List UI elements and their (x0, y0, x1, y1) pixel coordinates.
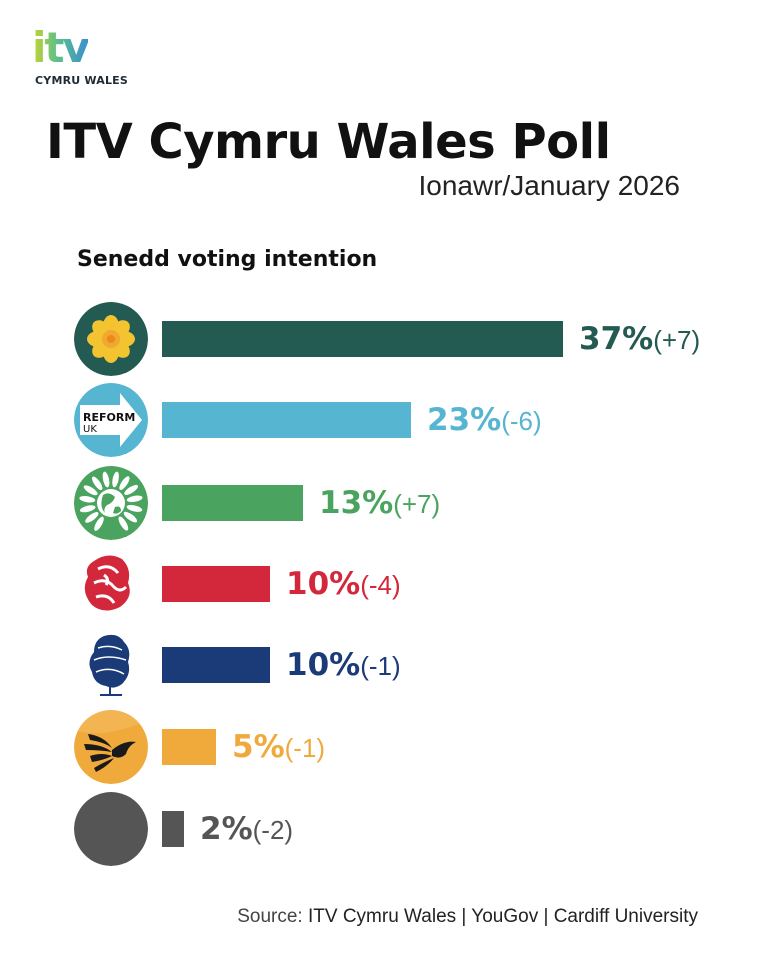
bar-value-label: 10%(-4) (286, 565, 401, 604)
bar-row-other: 2%(-2) (0, 792, 768, 868)
svg-text:REFORM: REFORM (83, 411, 135, 424)
bar-row-labour: 10%(-4) (0, 547, 768, 623)
logo-subtext: CYMRU WALES (35, 74, 129, 87)
percent-value: 10% (286, 566, 361, 602)
svg-text:UK: UK (83, 424, 97, 435)
itv-cymru-wales-logo: itv CYMRU WALES (32, 26, 142, 90)
percent-value: 13% (319, 485, 394, 521)
rose-icon (74, 547, 148, 621)
bar (162, 566, 270, 602)
bar-value-label: 2%(-2) (200, 810, 293, 849)
daffodil-icon (74, 302, 148, 376)
bird-icon (74, 710, 148, 784)
bar-value-label: 5%(-1) (232, 728, 325, 767)
bar-row-liberal-democrats: 5%(-1) (0, 710, 768, 786)
change-value: (-4) (360, 570, 401, 600)
bar-value-label: 37%(+7) (579, 320, 700, 359)
percent-value: 37% (579, 321, 654, 357)
change-value: (-1) (360, 651, 401, 681)
bar-row-reform-uk: REFORM UK 23%(-6) (0, 383, 768, 459)
bar-row-green: 13%(+7) (0, 466, 768, 542)
change-value: (-1) (284, 733, 326, 763)
bar-row-plaid-cymru: 37%(+7) (0, 302, 768, 378)
bar-value-label: 10%(-1) (286, 646, 401, 685)
tree-icon (74, 628, 148, 702)
reform-arrow-icon: REFORM UK (74, 383, 148, 457)
chart-title: Senedd voting intention (77, 247, 378, 272)
percent-value: 2% (200, 811, 253, 847)
change-value: (+7) (393, 489, 441, 519)
bar (162, 485, 303, 521)
bar (162, 811, 184, 847)
bar (162, 321, 563, 357)
source-note: Source: ITV Cymru Wales | YouGov | Cardi… (237, 906, 698, 928)
page-subtitle: Ionawr/January 2026 (418, 170, 680, 201)
bar-row-conservative: 10%(-1) (0, 628, 768, 704)
bar-value-label: 23%(-6) (427, 401, 542, 440)
bar (162, 402, 411, 438)
green-earth-icon (74, 466, 148, 540)
change-value: (-2) (252, 815, 294, 845)
page-title: ITV Cymru Wales Poll (46, 114, 611, 170)
bar (162, 729, 216, 765)
change-value: (+7) (653, 325, 701, 355)
percent-value: 23% (427, 402, 502, 438)
percent-value: 10% (286, 647, 361, 683)
bar (162, 647, 270, 683)
percent-value: 5% (232, 729, 285, 765)
bar-value-label: 13%(+7) (319, 484, 440, 523)
grey-circle-icon (74, 792, 148, 866)
change-value: (-6) (501, 406, 542, 436)
itv-wordmark: itv (32, 23, 90, 72)
source-label: Source: (237, 906, 303, 927)
source-text: ITV Cymru Wales | YouGov | Cardiff Unive… (302, 906, 698, 927)
